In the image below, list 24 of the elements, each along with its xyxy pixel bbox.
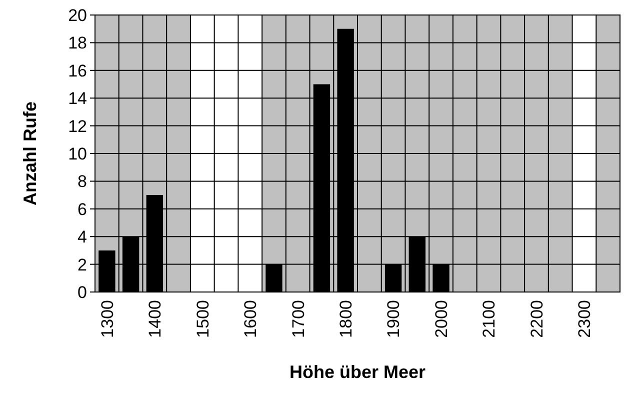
x-tick-label: 1500 [193, 300, 212, 338]
y-tick-label: 0 [78, 282, 87, 302]
x-tick-label: 2000 [432, 300, 451, 338]
y-tick-label: 16 [68, 61, 87, 80]
x-tick-label: 2300 [575, 300, 594, 338]
y-tick-label: 14 [68, 89, 87, 108]
x-tick-label: 2100 [480, 300, 499, 338]
x-tick-label: 2200 [527, 300, 546, 338]
x-tick-label: 1800 [336, 300, 356, 338]
y-tick-label: 2 [78, 255, 87, 274]
y-tick-label: 20 [68, 6, 87, 25]
x-tick-label: 1700 [288, 300, 308, 338]
x-tick-label: 1400 [146, 300, 165, 338]
x-tick-label: 1900 [384, 300, 404, 338]
y-tick-label: 4 [78, 228, 87, 247]
x-tick-label: 1600 [241, 300, 260, 338]
y-tick-label: 18 [68, 34, 87, 53]
x-tick-label: 1300 [98, 300, 117, 338]
y-tick-label: 6 [78, 200, 87, 219]
y-tick-label: 8 [78, 172, 87, 192]
y-axis-title: Anzahl Rufe [20, 101, 40, 206]
y-tick-label: 10 [68, 144, 87, 164]
x-axis-title: Höhe über Meer [289, 362, 426, 382]
y-tick-label: 12 [68, 116, 87, 136]
